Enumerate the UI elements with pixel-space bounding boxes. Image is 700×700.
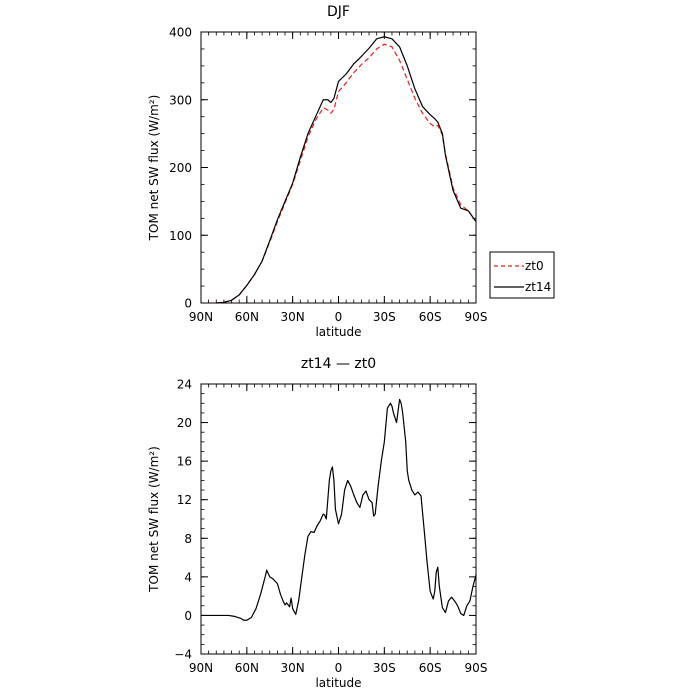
- y-tick-label: 24: [177, 378, 192, 392]
- y-axis-label: TOM net SW flux (W/m²): [147, 95, 161, 242]
- legend-box: [489, 251, 555, 299]
- series-line-zt0: [216, 43, 477, 304]
- y-tick-label: 100: [169, 229, 192, 243]
- series-line-zt14: [216, 36, 477, 304]
- y-tick-label: 300: [169, 93, 192, 107]
- y-tick-label: −4: [174, 648, 192, 662]
- y-tick-label: 400: [169, 26, 192, 40]
- legend: zt0 zt14: [489, 251, 555, 299]
- y-tick-label: 4: [184, 570, 192, 584]
- x-tick-label: 0: [335, 661, 343, 675]
- x-tick-label: 30N: [281, 661, 305, 675]
- plot-frame: [200, 31, 477, 304]
- legend-label-zt0: zt0: [525, 259, 544, 273]
- y-tick-label: 200: [169, 161, 192, 175]
- y-axis-label: TOM net SW flux (W/m²): [147, 446, 161, 593]
- y-tick-label: 12: [177, 493, 192, 507]
- chart-title: zt14 — zt0: [301, 356, 376, 372]
- legend-label-zt14: zt14: [525, 280, 551, 294]
- y-tick-label: 16: [177, 455, 192, 469]
- x-tick-label: 90S: [465, 310, 488, 324]
- x-tick-label: 60N: [235, 310, 259, 324]
- x-tick-label: 60S: [419, 310, 442, 324]
- chart-djf: 90N 60N 30N 0 30S 60S 90S 0 100 200 300 400 DJF latit…: [147, 4, 487, 339]
- y-tick-label: 8: [184, 532, 192, 546]
- y-tick-label: 20: [177, 416, 192, 430]
- x-tick-label: 90N: [189, 310, 213, 324]
- chart-title: DJF: [327, 4, 350, 20]
- y-tick-label: 0: [184, 609, 192, 623]
- x-tick-label: 30N: [281, 310, 305, 324]
- x-tick-label: 90S: [465, 661, 488, 675]
- series-line-series-0: [201, 398, 477, 621]
- x-tick-label: 60S: [419, 661, 442, 675]
- x-tick-label: 60N: [235, 661, 259, 675]
- x-tick-label: 30S: [373, 310, 396, 324]
- x-axis-label: latitude: [315, 325, 361, 339]
- x-tick-label: 30S: [373, 661, 396, 675]
- x-tick-label: 90N: [189, 661, 213, 675]
- chart-difference: 90N 60N 30N 0 30S 60S 90S −4 0 4 8 12 16 20 24 zt14 — z…: [147, 356, 487, 690]
- y-tick-label: 0: [184, 297, 192, 311]
- x-axis-label: latitude: [315, 676, 361, 690]
- plot-frame: [200, 383, 477, 655]
- x-tick-label: 0: [335, 310, 343, 324]
